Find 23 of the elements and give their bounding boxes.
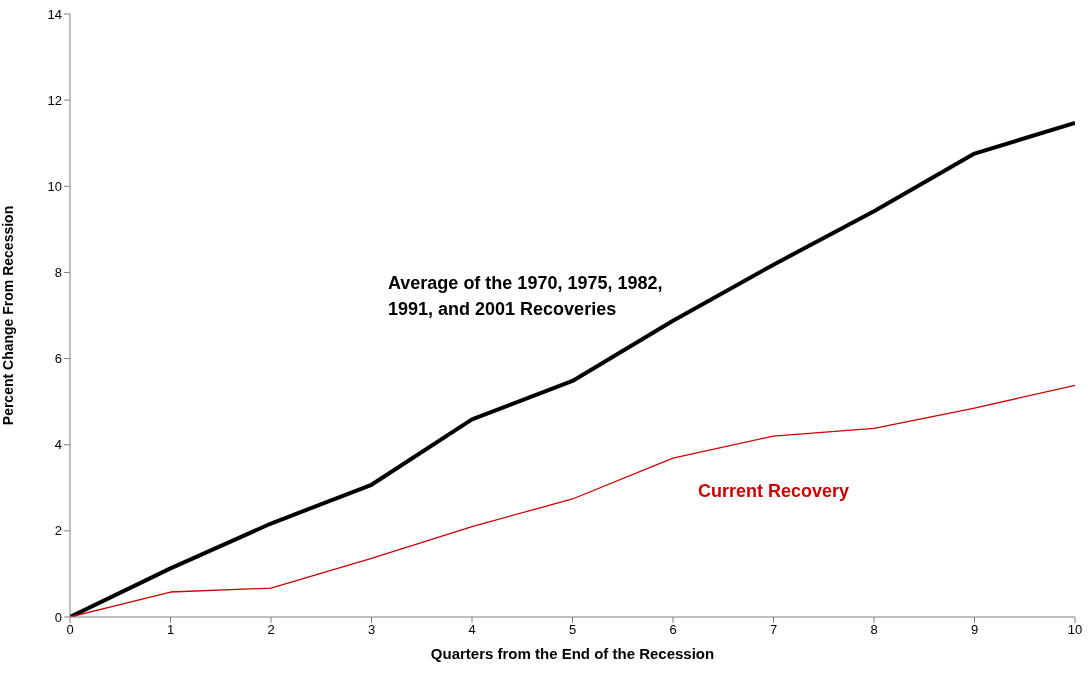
x-tick-label: 4 xyxy=(468,622,476,638)
x-tick-label: 2 xyxy=(267,622,275,638)
y-tick-label: 8 xyxy=(54,265,62,281)
series-label: Current Recovery xyxy=(698,480,851,503)
y-tick-label: 12 xyxy=(47,92,62,108)
y-axis-title: Percent Change From Recession xyxy=(0,205,16,426)
x-axis-title: Quarters from the End of the Recession xyxy=(430,645,715,662)
y-tick-label: 2 xyxy=(54,523,62,539)
x-tick-label: 7 xyxy=(769,622,778,638)
y-tick-label: 6 xyxy=(54,351,62,367)
x-tick-label: 9 xyxy=(970,622,979,638)
x-tick-label: 1 xyxy=(166,622,175,638)
y-tick-label: 4 xyxy=(54,437,62,453)
y-tick-label: 10 xyxy=(47,178,62,194)
x-tick-label: 8 xyxy=(870,622,878,638)
x-tick-label: 0 xyxy=(66,622,74,638)
x-tick-label: 3 xyxy=(367,622,376,638)
y-tick-label: 0 xyxy=(54,609,62,625)
x-tick-label: 10 xyxy=(1067,622,1083,638)
series-label: Average of the 1970, 1975, 1982, 1991, and 2001 Recoveries xyxy=(388,272,664,321)
x-tick-label: 6 xyxy=(669,622,677,638)
y-tick-label: 14 xyxy=(47,6,62,22)
x-tick-label: 5 xyxy=(568,622,577,638)
